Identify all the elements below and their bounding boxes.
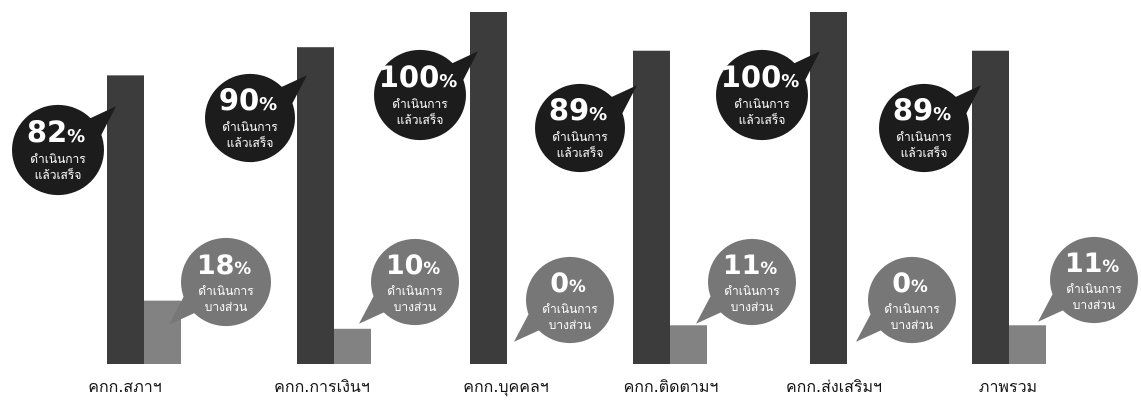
bubble-partial (371, 238, 459, 326)
bubble-partial (181, 237, 271, 327)
bar-completed (470, 12, 507, 364)
bubble-label-line1: ดำเนินการ (222, 120, 278, 134)
data-label: 0% (550, 268, 586, 299)
data-label: 89% (549, 93, 607, 127)
bar-completed (297, 47, 334, 364)
bubble-label-line1: ดำเนินการ (884, 302, 940, 316)
bar-partial (334, 328, 371, 364)
bubble-label-line2: แล้วเสร็จ (557, 145, 604, 160)
bubble-label-line1: ดำเนินการ (30, 152, 86, 166)
x-tick-label: คกก.การเงินฯ (274, 377, 370, 396)
bubble-label-line1: ดำเนินการ (198, 284, 254, 298)
bubble-completed (879, 83, 969, 173)
bubble-completed (12, 104, 104, 196)
bubble-label-line2: แล้วเสร็จ (35, 167, 82, 182)
bubble-label-line2: แล้วเสร็จ (739, 112, 786, 127)
bar-partial (670, 325, 707, 364)
bubble-label-line1: ดำเนินการ (1066, 282, 1122, 296)
x-tick-label: คกก.ติดตามฯ (624, 377, 719, 396)
bar-partial (144, 300, 181, 364)
bubble-label-line2: บางส่วน (891, 318, 933, 332)
bubble-completed (535, 83, 625, 173)
bubble-label-line2: บางส่วน (1073, 298, 1115, 312)
bubble-label-line1: ดำเนินการ (734, 97, 790, 111)
x-tick-label: คกก.สภาฯ (88, 377, 161, 396)
bar-completed (633, 50, 670, 364)
bubble-label-line1: ดำเนินการ (542, 302, 598, 316)
bubble-label-line2: บางส่วน (394, 300, 436, 314)
bubble-partial (708, 238, 796, 326)
bubble-completed (716, 49, 808, 141)
x-tick-label: ภาพรวม (979, 377, 1037, 396)
bubble-partial (868, 256, 956, 344)
bubble-completed (374, 49, 466, 141)
x-tick-label: คกก.ส่งเสริมฯ (786, 377, 882, 396)
bubble-label-line1: ดำเนินการ (392, 97, 448, 111)
bubble-label-line1: ดำเนินการ (552, 130, 608, 144)
bubble-label-line2: แล้วเสร็จ (397, 112, 444, 127)
bubble-partial (526, 256, 614, 344)
bubble-label-line2: บางส่วน (731, 300, 773, 314)
bar-completed (972, 50, 1009, 364)
bubble-partial (1050, 236, 1138, 324)
bar-partial (1009, 325, 1046, 364)
bubble-label-line1: ดำเนินการ (896, 130, 952, 144)
bubble-label-line2: บางส่วน (549, 318, 591, 332)
bubble-completed (205, 73, 295, 163)
bubble-label-line1: ดำเนินการ (387, 284, 443, 298)
data-label: 11% (1065, 248, 1120, 279)
bubble-label-line2: แล้วเสร็จ (227, 135, 274, 150)
bar-completed (810, 12, 847, 364)
data-label: 100% (379, 60, 458, 94)
bubble-label-line2: แล้วเสร็จ (901, 145, 948, 160)
x-tick-label: คกก.บุคคลฯ (463, 377, 549, 397)
bar-completed (107, 75, 144, 365)
data-label: 0% (892, 268, 928, 299)
bubble-label-line2: บางส่วน (205, 300, 247, 314)
bubble-label-line1: ดำเนินการ (724, 284, 780, 298)
